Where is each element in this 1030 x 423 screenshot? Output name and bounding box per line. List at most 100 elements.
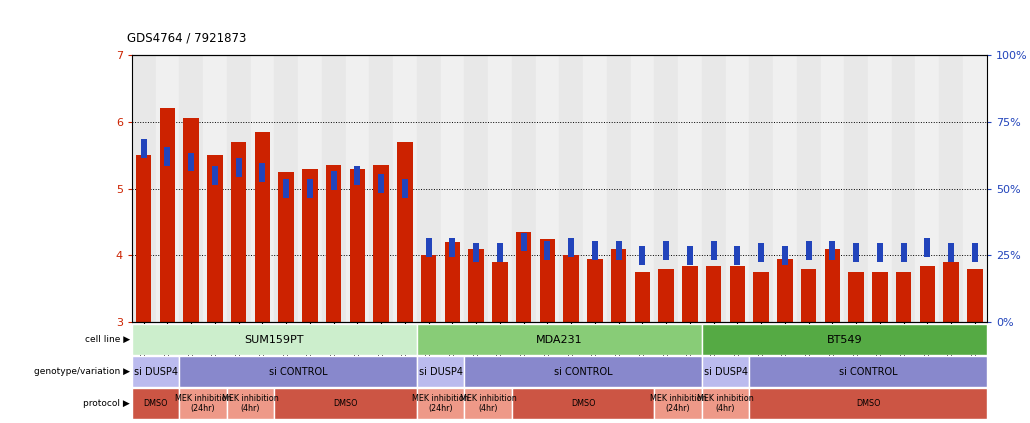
Text: DMSO: DMSO [571, 399, 595, 408]
Bar [307, 179, 313, 198]
Bar [496, 244, 503, 262]
Bar [682, 266, 697, 322]
Bar [207, 155, 222, 322]
FancyBboxPatch shape [179, 356, 417, 387]
Bar [445, 242, 460, 322]
Text: MEK inhibition
(4hr): MEK inhibition (4hr) [459, 394, 516, 413]
Bar [868, 55, 892, 322]
Bar [797, 55, 821, 322]
Bar [805, 241, 812, 259]
Bar [179, 55, 203, 322]
FancyBboxPatch shape [701, 324, 987, 355]
Bar [587, 259, 603, 322]
FancyBboxPatch shape [132, 324, 417, 355]
Text: si DUSP4: si DUSP4 [418, 367, 462, 376]
FancyBboxPatch shape [132, 356, 179, 387]
Bar [900, 244, 906, 262]
Bar [231, 142, 246, 322]
Text: DMSO: DMSO [856, 399, 881, 408]
Bar [449, 238, 455, 257]
Bar [801, 269, 817, 322]
FancyBboxPatch shape [701, 356, 749, 387]
Bar [687, 246, 693, 265]
Bar [378, 174, 384, 192]
Bar [896, 272, 912, 322]
Text: si CONTROL: si CONTROL [838, 367, 897, 376]
Bar [845, 55, 868, 322]
Bar [706, 266, 721, 322]
Bar [729, 266, 745, 322]
Bar [516, 232, 531, 322]
Bar [701, 55, 725, 322]
Bar [943, 262, 959, 322]
Bar [654, 55, 678, 322]
Bar [398, 142, 413, 322]
Bar [302, 169, 317, 322]
FancyBboxPatch shape [654, 388, 701, 419]
Bar [160, 108, 175, 322]
FancyBboxPatch shape [749, 388, 987, 419]
Bar [725, 55, 749, 322]
Text: protocol ▶: protocol ▶ [83, 399, 130, 408]
Text: si CONTROL: si CONTROL [269, 367, 328, 376]
Bar [298, 55, 321, 322]
Bar [749, 55, 772, 322]
Bar [227, 55, 250, 322]
Bar [325, 165, 341, 322]
Bar [254, 132, 270, 322]
Text: BT549: BT549 [826, 335, 862, 345]
FancyBboxPatch shape [701, 388, 749, 419]
Bar [967, 269, 983, 322]
Bar [473, 244, 479, 262]
Bar [939, 55, 963, 322]
FancyBboxPatch shape [132, 388, 179, 419]
Bar [634, 272, 650, 322]
FancyBboxPatch shape [465, 356, 701, 387]
Bar [236, 158, 242, 177]
Bar [872, 272, 888, 322]
FancyBboxPatch shape [274, 388, 417, 419]
Bar [188, 153, 195, 171]
Bar [469, 249, 484, 322]
Bar [136, 155, 151, 322]
Text: si DUSP4: si DUSP4 [703, 367, 748, 376]
Bar [734, 246, 741, 265]
Text: MEK inhibition
(24hr): MEK inhibition (24hr) [650, 394, 707, 413]
Bar [278, 172, 294, 322]
Bar [892, 55, 916, 322]
Bar [753, 272, 768, 322]
Bar [829, 241, 835, 259]
Text: si DUSP4: si DUSP4 [134, 367, 177, 376]
Bar [354, 166, 360, 185]
Bar [778, 259, 793, 322]
Bar [250, 55, 274, 322]
Text: MEK inhibition
(4hr): MEK inhibition (4hr) [222, 394, 279, 413]
Bar [540, 239, 555, 322]
FancyBboxPatch shape [512, 388, 654, 419]
Bar [156, 55, 179, 322]
Bar [283, 179, 289, 198]
Bar [132, 55, 156, 322]
Bar [640, 246, 646, 265]
FancyBboxPatch shape [465, 388, 512, 419]
Text: si CONTROL: si CONTROL [554, 367, 613, 376]
Text: MDA231: MDA231 [536, 335, 583, 345]
Bar [849, 272, 864, 322]
Bar [569, 238, 574, 257]
Bar [592, 241, 597, 259]
Bar [441, 55, 465, 322]
Bar [630, 55, 654, 322]
Bar [559, 55, 583, 322]
Bar [417, 55, 441, 322]
Bar [924, 238, 930, 257]
Bar [425, 238, 432, 257]
Bar [758, 244, 764, 262]
Bar [972, 244, 977, 262]
FancyBboxPatch shape [749, 356, 987, 387]
Bar [421, 255, 437, 322]
Bar [331, 171, 337, 190]
Bar [165, 147, 170, 166]
Bar [583, 55, 607, 322]
Bar [141, 139, 146, 158]
Text: GDS4764 / 7921873: GDS4764 / 7921873 [127, 31, 246, 44]
